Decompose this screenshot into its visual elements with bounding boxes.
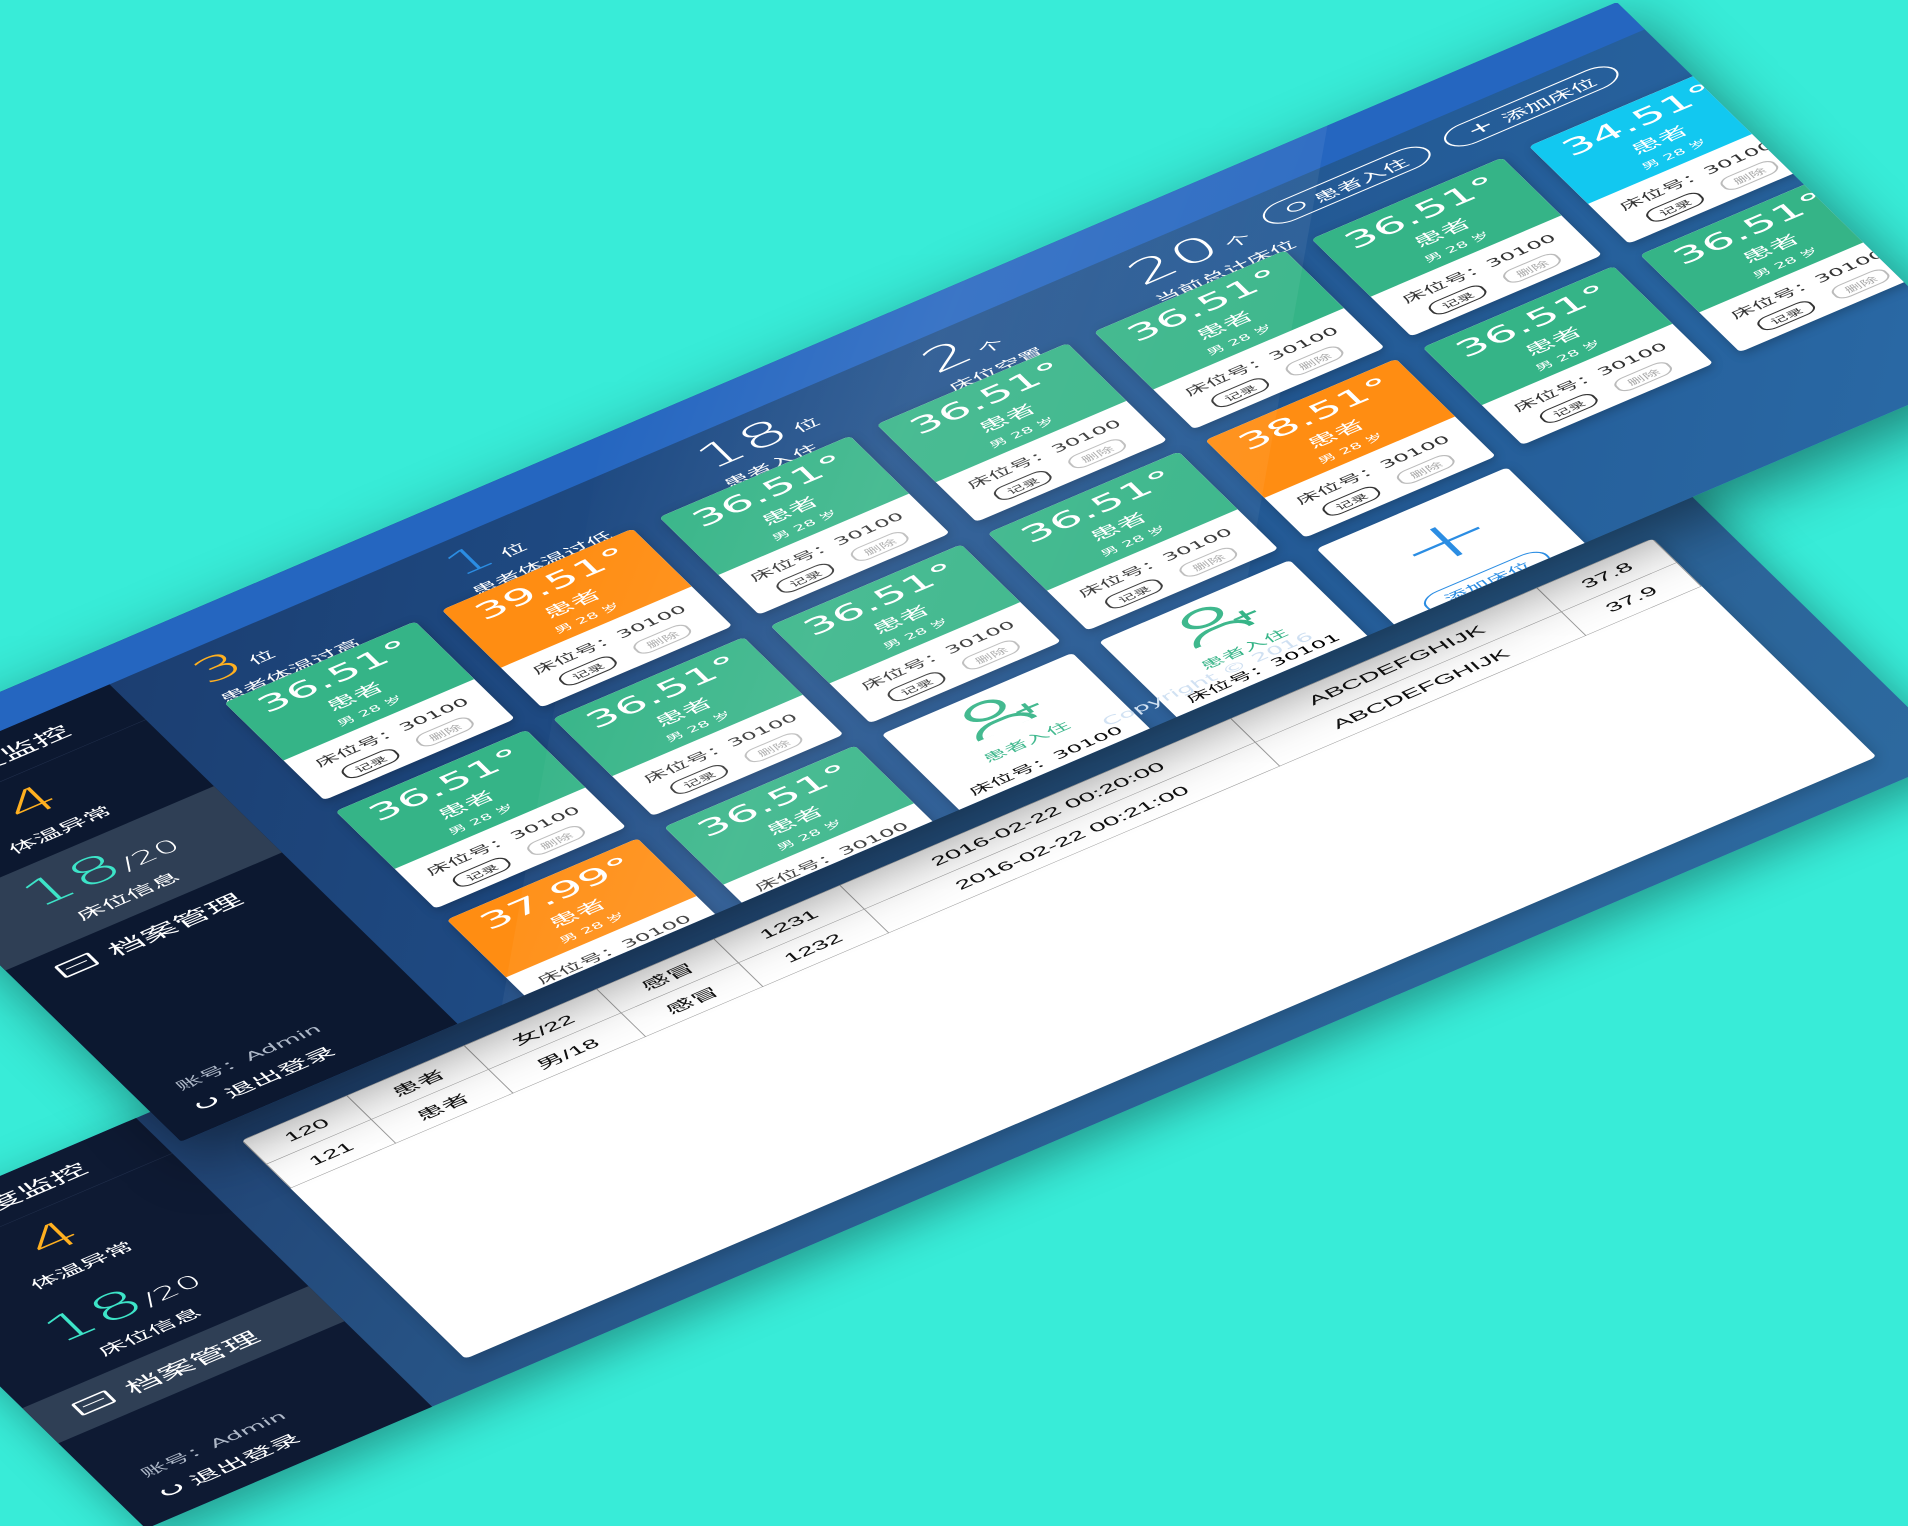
card-temperature-panel: 36.51°患者男 28 岁: [1857, 80, 1908, 220]
summary-unit: 个: [973, 336, 1009, 357]
patient-info: 男 28 岁: [1856, 44, 1908, 80]
record-button[interactable]: 记录: [1859, 97, 1908, 132]
patient-name: 患者: [1843, 29, 1908, 65]
person-icon: [1284, 199, 1309, 214]
power-icon: [158, 1481, 186, 1498]
card-temperature-panel: 36.51°患者男 28 岁: [1746, 2, 1908, 112]
plus-icon: +: [1461, 115, 1500, 140]
summary-unit: 位: [244, 647, 279, 668]
summary-unit: 位: [496, 539, 531, 561]
summary-unit: 个: [1221, 230, 1256, 252]
archive-icon: [70, 1389, 117, 1417]
temperature: 36.51°: [1771, 2, 1908, 69]
back-beds-total: /20: [135, 1270, 208, 1310]
beds-total: /20: [113, 834, 186, 875]
summary-unit: 位: [789, 414, 824, 436]
back-sidebar-footer: 账号：Admin 退出登录: [135, 1406, 312, 1501]
power-icon: [193, 1094, 221, 1111]
bed-number: 床位号：30100: [1833, 46, 1908, 121]
archive-icon: [53, 952, 100, 979]
temperature: 36.51°: [1882, 93, 1908, 178]
